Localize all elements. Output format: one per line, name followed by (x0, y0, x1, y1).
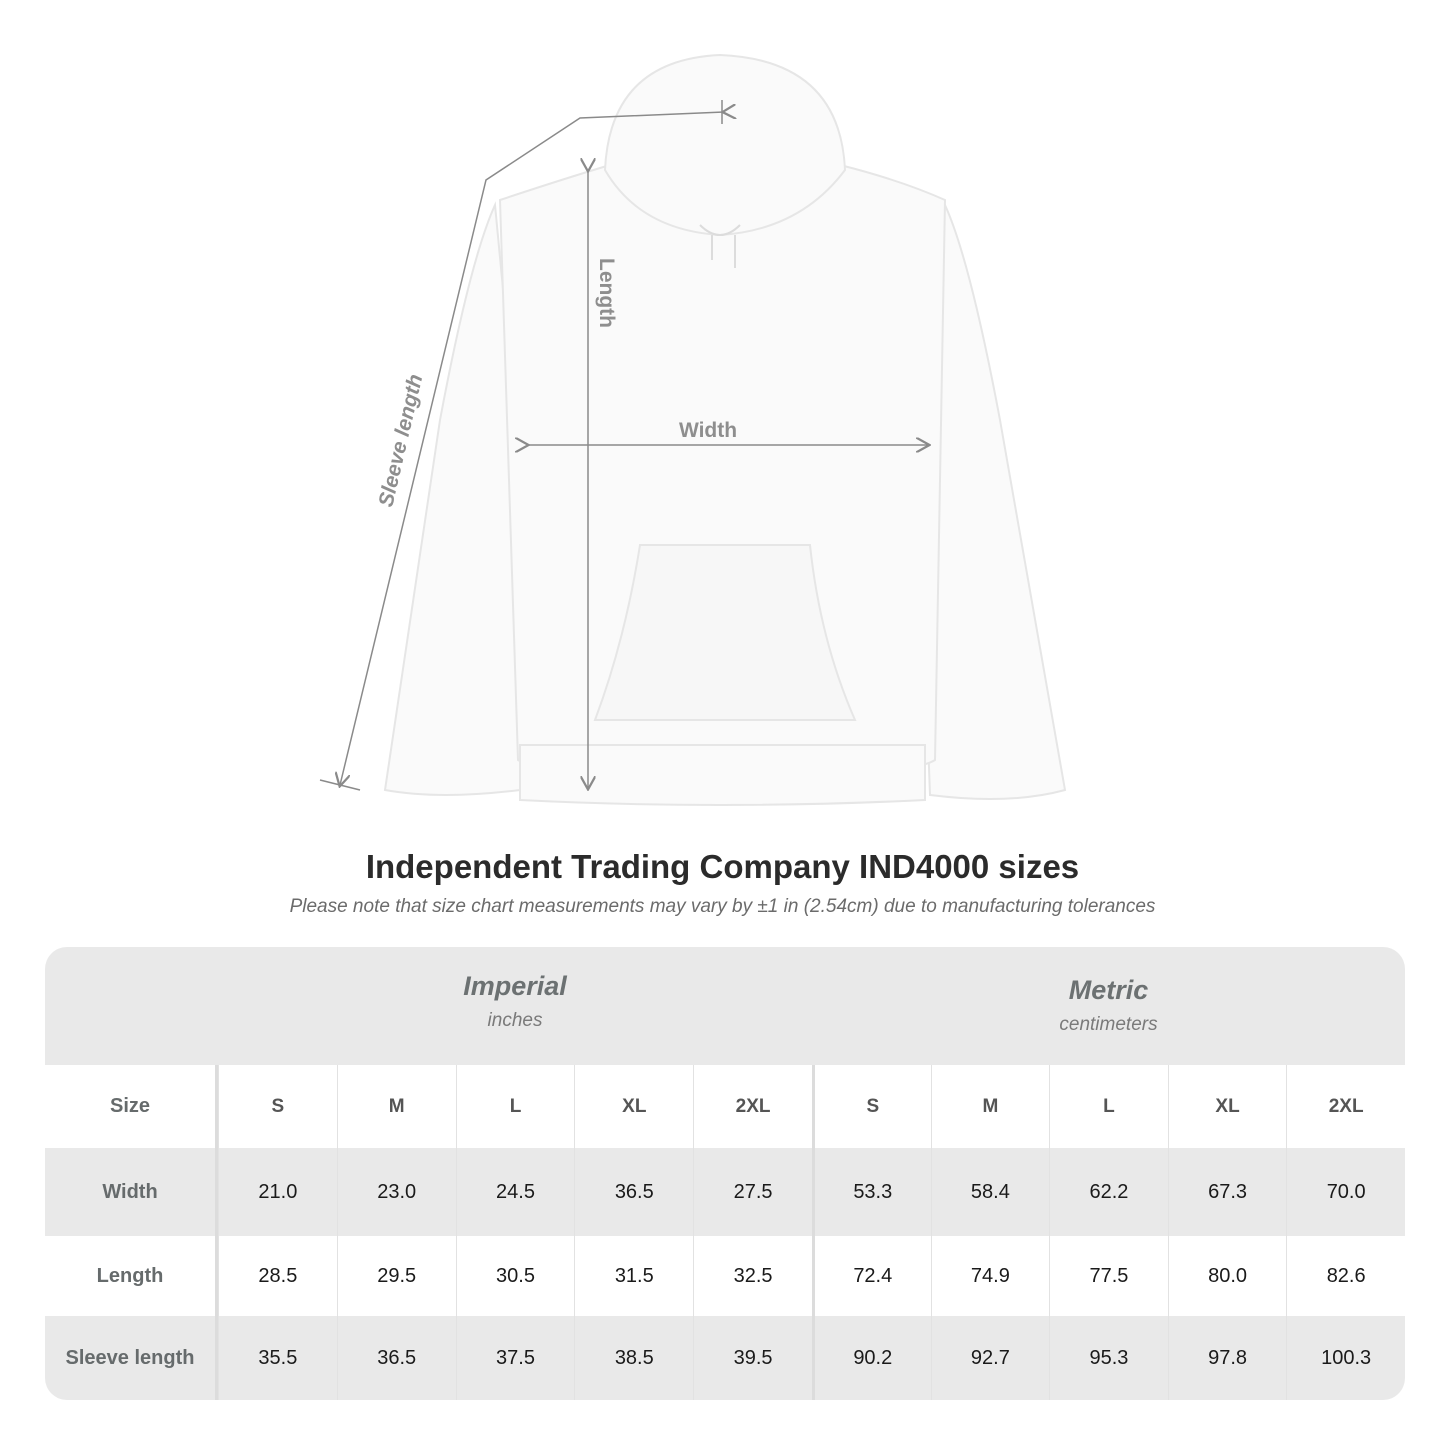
page-title: Independent Trading Company IND4000 size… (365, 848, 1080, 885)
value-cell-metric: 97.8 (1167, 1316, 1287, 1400)
table-row: Width 21.0 23.0 24.5 36.5 27.5 53.3 58.4 62.2 67.… (45, 1148, 1405, 1236)
imperial-title: Imperial (463, 971, 567, 1001)
value-cell-imperial: 23.0 (336, 1148, 456, 1236)
size-label: Size (45, 1065, 218, 1148)
value-cell-imperial: 31.5 (574, 1236, 693, 1316)
value-cell-imperial: 36.5 (574, 1148, 693, 1236)
value-cell-imperial: 37.5 (455, 1316, 575, 1400)
value-cell-imperial: 30.5 (455, 1236, 575, 1316)
imperial-unit: inches (487, 1010, 543, 1031)
value-cell-imperial: 38.5 (574, 1316, 693, 1400)
value-cell-metric: 82.6 (1286, 1236, 1405, 1316)
row-label: Width (45, 1148, 218, 1236)
value-cell-metric: 95.3 (1049, 1316, 1168, 1400)
row-label: Sleeve length (45, 1316, 218, 1400)
value-cell-metric: 58.4 (930, 1148, 1050, 1236)
table-row: Length 28.5 29.5 30.5 31.5 32.5 72.4 74.9 77.5 80… (45, 1236, 1405, 1316)
size-header-metric: XL (1167, 1065, 1287, 1148)
sleeve-length-label: Sleeve length (374, 372, 427, 509)
hoodie-measurement-diagram: Length Width Sleeve length (319, 53, 1067, 806)
metric-title: Metric (1068, 975, 1149, 1005)
tolerance-note: Please note that size chart measurements… (289, 896, 1156, 917)
size-table: Imperial inches Metric centimeters Size S… (45, 947, 1405, 1400)
size-header-imperial: XL (574, 1065, 693, 1148)
value-cell-metric: 62.2 (1049, 1148, 1168, 1236)
value-cell-metric: 67.3 (1167, 1148, 1287, 1236)
value-cell-imperial: 24.5 (455, 1148, 575, 1236)
value-cell-imperial: 39.5 (693, 1316, 812, 1400)
value-cell-metric: 74.9 (930, 1236, 1050, 1316)
value-cell-imperial: 27.5 (693, 1148, 812, 1236)
metric-header: Metric centimeters (812, 975, 1405, 1036)
unit-header-band: Imperial inches Metric centimeters (45, 947, 1405, 1065)
value-cell-metric: 100.3 (1286, 1316, 1405, 1400)
value-cell-imperial: 28.5 (218, 1236, 337, 1316)
value-cell-metric: 77.5 (1049, 1236, 1168, 1316)
value-cell-metric: 92.7 (930, 1316, 1050, 1400)
value-cell-metric: 72.4 (811, 1236, 931, 1316)
size-header-imperial: 2XL (693, 1065, 812, 1148)
value-cell-imperial: 36.5 (336, 1316, 456, 1400)
size-header-imperial: S (218, 1065, 337, 1148)
size-header-imperial: L (455, 1065, 575, 1148)
size-header-row: Size S M L XL 2XL S M L XL 2XL (45, 1065, 1405, 1148)
size-header-imperial: M (336, 1065, 456, 1148)
measurement-lines (319, 100, 928, 790)
value-cell-metric: 53.3 (811, 1148, 931, 1236)
length-label: Length (595, 258, 618, 328)
value-cell-imperial: 29.5 (336, 1236, 456, 1316)
size-header-metric: 2XL (1286, 1065, 1405, 1148)
size-header-metric: S (811, 1065, 931, 1148)
row-label: Length (45, 1236, 218, 1316)
imperial-header: Imperial inches (218, 971, 812, 1032)
value-cell-metric: 80.0 (1167, 1236, 1287, 1316)
table-row: Sleeve length 35.5 36.5 37.5 38.5 39.5 90.2 92.… (45, 1316, 1405, 1400)
width-label: Width (679, 419, 737, 442)
size-header-metric: L (1049, 1065, 1168, 1148)
size-header-metric: M (930, 1065, 1050, 1148)
value-cell-imperial: 21.0 (218, 1148, 337, 1236)
value-cell-metric: 90.2 (811, 1316, 931, 1400)
value-cell-metric: 70.0 (1286, 1148, 1405, 1236)
sleeve-length-arrow (340, 112, 724, 785)
metric-unit: centimeters (1059, 1014, 1158, 1035)
value-cell-imperial: 32.5 (693, 1236, 812, 1316)
value-cell-imperial: 35.5 (218, 1316, 337, 1400)
